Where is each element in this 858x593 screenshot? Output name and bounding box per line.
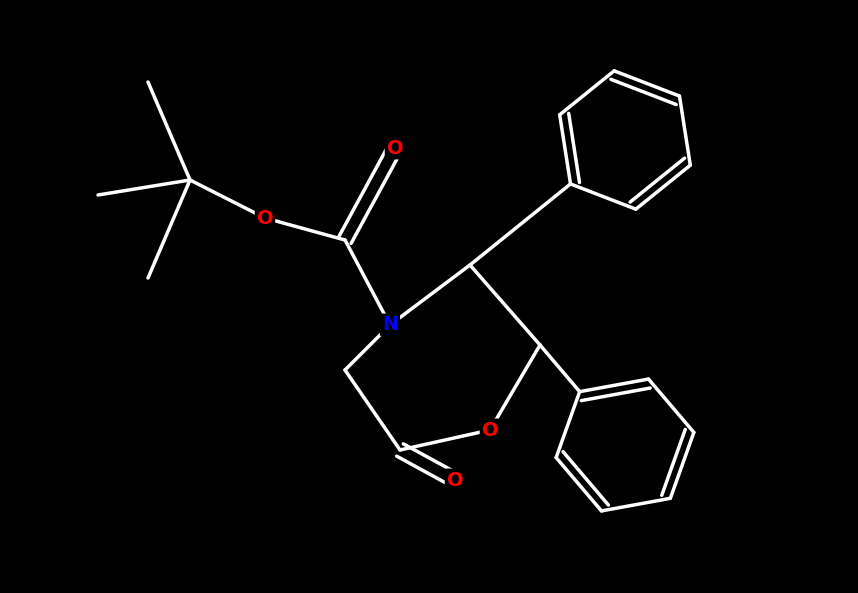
Text: O: O xyxy=(447,470,463,489)
Text: N: N xyxy=(382,315,398,334)
Text: O: O xyxy=(481,420,498,439)
Text: O: O xyxy=(387,139,403,158)
Text: O: O xyxy=(257,209,274,228)
